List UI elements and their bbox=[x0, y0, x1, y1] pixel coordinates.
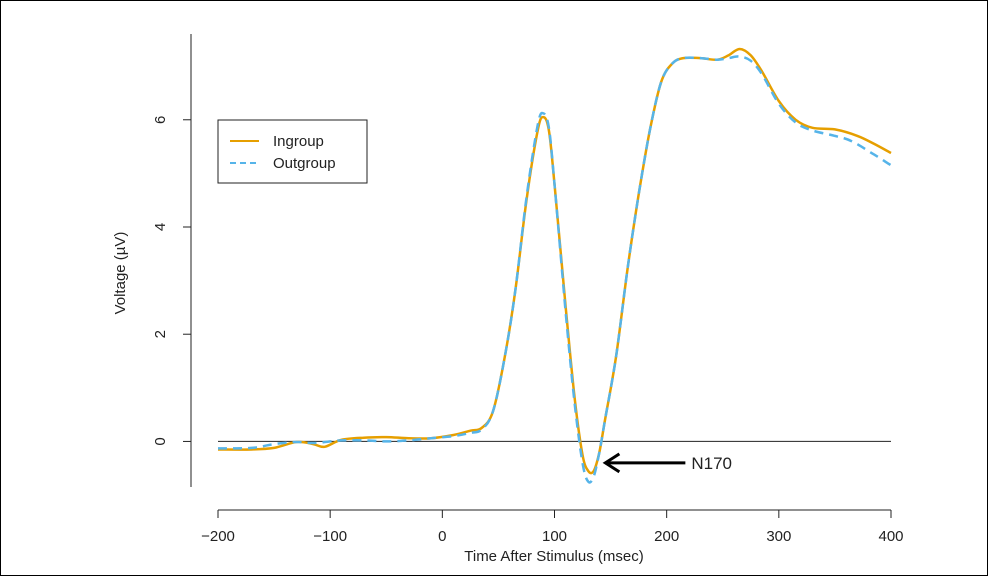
x-axis-label: Time After Stimulus (msec) bbox=[464, 548, 643, 565]
series-layer bbox=[217, 47, 892, 484]
y-tick-label: 0 bbox=[152, 437, 169, 445]
x-tick-label: 400 bbox=[878, 528, 903, 545]
annotation-arrow-head bbox=[602, 452, 621, 474]
x-tick-label: 0 bbox=[438, 528, 446, 545]
x-tick-label: −200 bbox=[201, 528, 235, 545]
legend-label-ingroup: Ingroup bbox=[273, 133, 324, 150]
x-axis-ticks: −200 −100 0 100 200 300 400 bbox=[201, 510, 904, 545]
x-tick-label: 200 bbox=[654, 528, 679, 545]
series-line-outgroup bbox=[217, 55, 892, 484]
n170-annotation: N170 bbox=[602, 452, 732, 474]
y-axis-label: Voltage (µV) bbox=[112, 232, 129, 315]
y-axis-ticks: 0 2 4 6 bbox=[152, 116, 191, 446]
y-tick-label: 4 bbox=[152, 223, 169, 231]
legend-label-outgroup: Outgroup bbox=[273, 155, 336, 172]
series-line-ingroup bbox=[217, 47, 892, 475]
x-tick-label: 100 bbox=[542, 528, 567, 545]
annotation-label: N170 bbox=[691, 454, 732, 473]
y-tick-label: 6 bbox=[152, 116, 169, 124]
x-tick-label: 300 bbox=[766, 528, 791, 545]
legend-box bbox=[217, 119, 368, 184]
legend: Ingroup Outgroup bbox=[217, 119, 368, 184]
y-tick-label: 2 bbox=[152, 330, 169, 338]
x-tick-label: −100 bbox=[313, 528, 347, 545]
